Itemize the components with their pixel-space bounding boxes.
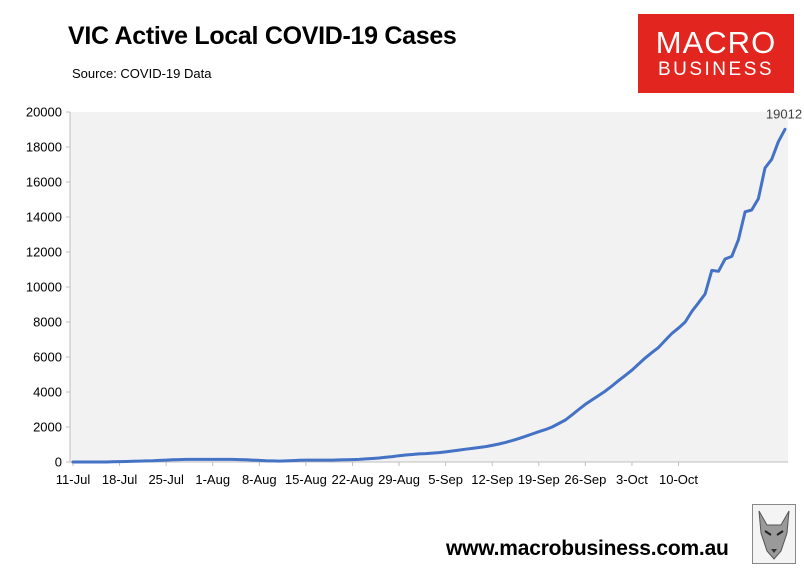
x-tick-label: 11-Jul	[56, 472, 91, 487]
x-tick-label: 25-Jul	[148, 472, 184, 487]
x-tick-label: 1-Aug	[195, 472, 230, 487]
x-tick-label: 18-Jul	[102, 472, 138, 487]
wolf-logo-icon	[752, 504, 796, 564]
y-tick-label: 16000	[26, 175, 62, 190]
x-tick-label: 12-Sep	[471, 472, 513, 487]
y-tick-label: 8000	[33, 315, 62, 330]
y-tick-label: 20000	[26, 105, 62, 120]
logo-line-1: MACRO	[655, 25, 777, 60]
logo-line-2: BUSINESS	[657, 59, 775, 80]
x-tick-label: 3-Oct	[616, 472, 648, 487]
chart-title: VIC Active Local COVID-19 Cases	[68, 22, 457, 50]
x-tick-label: 8-Aug	[242, 472, 277, 487]
y-tick-label: 0	[55, 455, 62, 470]
x-tick-label: 10-Oct	[659, 472, 698, 487]
y-tick-label: 14000	[26, 210, 62, 225]
macrobusiness-logo: MACRO BUSINESS	[638, 14, 794, 93]
x-tick-label: 26-Sep	[564, 472, 606, 487]
x-tick-label: 5-Sep	[428, 472, 463, 487]
y-tick-label: 2000	[33, 420, 62, 435]
y-tick-label: 18000	[26, 140, 62, 155]
y-tick-label: 4000	[33, 385, 62, 400]
plot-area	[70, 112, 788, 462]
y-tick-label: 10000	[26, 280, 62, 295]
x-tick-label: 15-Aug	[285, 472, 327, 487]
y-tick-label: 6000	[33, 350, 62, 365]
source-note: Source: COVID-19 Data	[72, 66, 212, 81]
series-line-active-cases	[71, 127, 787, 464]
y-tick-label: 12000	[26, 245, 62, 260]
footer-url: www.macrobusiness.com.au	[446, 537, 729, 560]
x-tick-label: 29-Aug	[378, 472, 420, 487]
data-label-last: 19012	[766, 106, 802, 121]
line-chart: 0 2000 4000 6000 8000 10000 12000 14000 16000 180…	[26, 105, 802, 488]
x-tick-label: 19-Sep	[518, 472, 560, 487]
x-tick-label: 22-Aug	[332, 472, 374, 487]
